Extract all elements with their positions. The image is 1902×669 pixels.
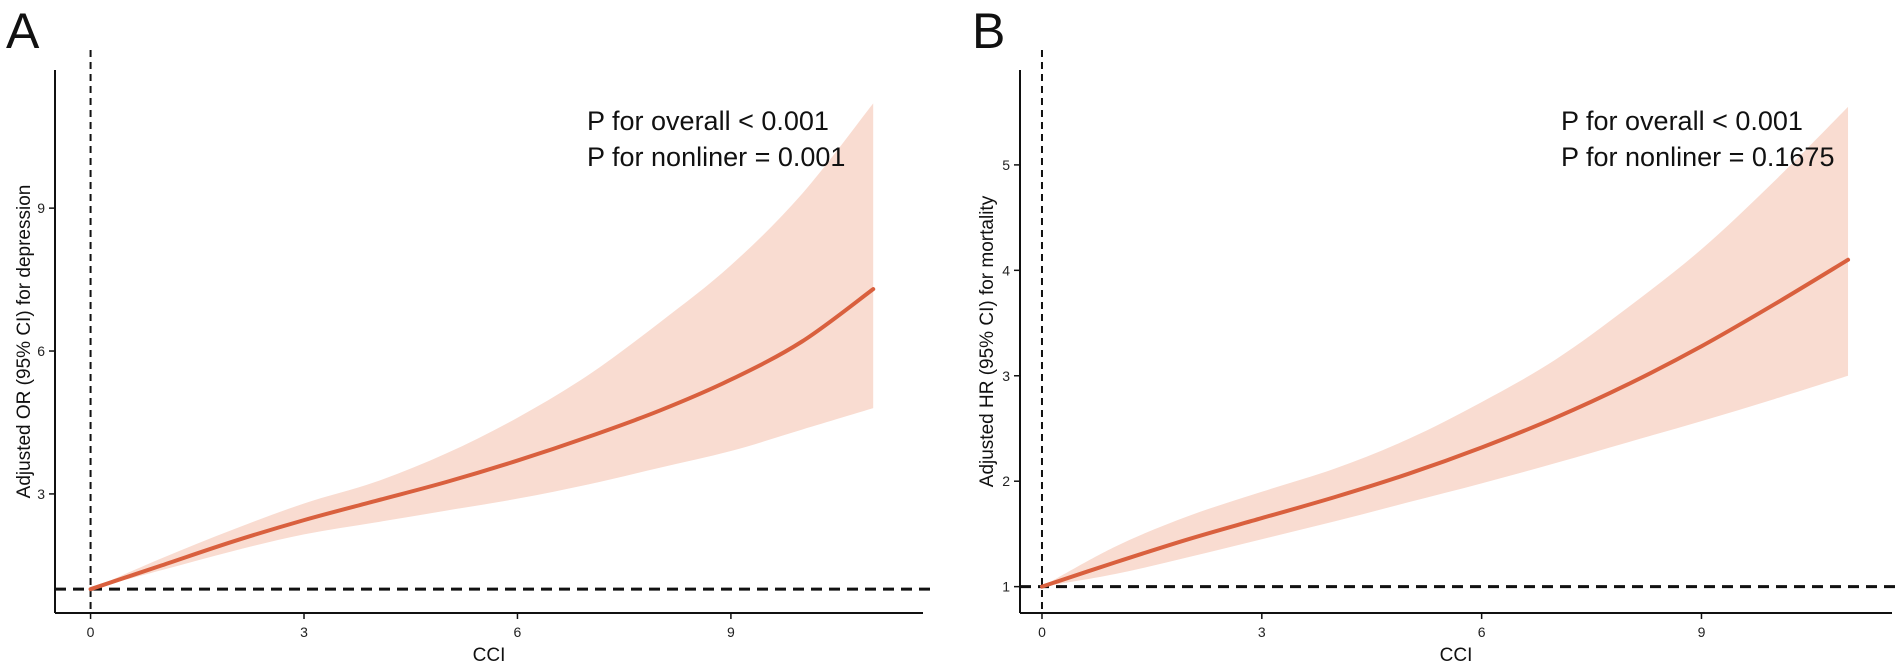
estimate-line — [88, 287, 876, 592]
estimate-line — [1039, 257, 1851, 589]
panel-a: A 0 3 6 9 3 6 9 CCI Adjusted OR (95% CI) for depr… — [6, 3, 931, 666]
y-tick-label: 5 — [1002, 157, 1010, 173]
y-tick-label: 3 — [37, 486, 45, 502]
p-nonlinear-annotation: P for nonliner = 0.001 — [587, 142, 845, 172]
y-tick-label: 3 — [1002, 368, 1010, 384]
y-axis-title: Adjusted OR (95% CI) for depression — [14, 185, 35, 499]
x-tick-label: 3 — [1258, 624, 1266, 640]
panel-letter: A — [6, 3, 40, 59]
x-tick-label: 9 — [727, 624, 735, 640]
x-axis-title: CCI — [1440, 645, 1473, 666]
p-nonlinear-annotation: P for nonliner = 0.1675 — [1561, 142, 1834, 172]
x-tick-label: 6 — [1478, 624, 1486, 640]
y-tick-label: 6 — [37, 343, 45, 359]
p-overall-annotation: P for overall < 0.001 — [1561, 106, 1803, 136]
x-tick-label: 0 — [1038, 624, 1046, 640]
x-tick-label: 9 — [1698, 624, 1706, 640]
y-tick-label: 4 — [1002, 262, 1010, 278]
y-tick-label: 9 — [37, 200, 45, 216]
x-axis-title: CCI — [473, 645, 506, 666]
x-tick-label: 0 — [87, 624, 95, 640]
ci-band — [90, 103, 874, 590]
y-tick-label: 2 — [1002, 473, 1010, 489]
x-tick-label: 3 — [300, 624, 308, 640]
panel-letter: B — [972, 3, 1005, 59]
y-axis-title: Adjusted HR (95% CI) for mortality — [977, 195, 998, 487]
y-tick-label: 1 — [1002, 579, 1010, 595]
p-overall-annotation: P for overall < 0.001 — [587, 106, 829, 136]
x-tick-label: 6 — [514, 624, 522, 640]
ci-band — [1041, 106, 1849, 587]
